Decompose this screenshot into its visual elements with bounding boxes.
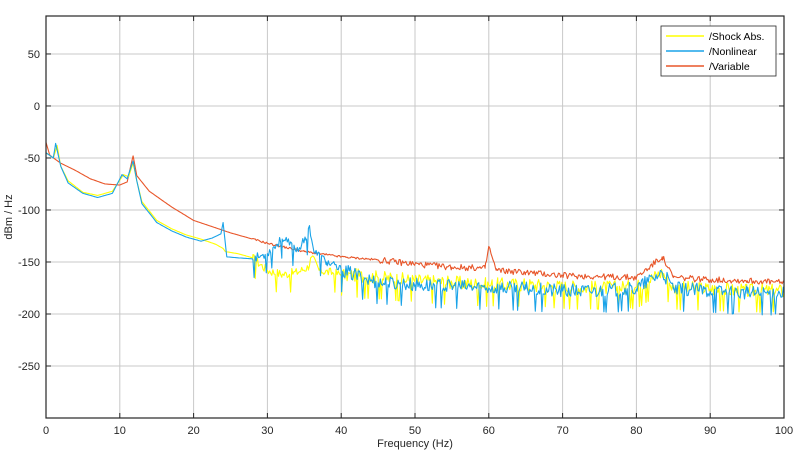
y-tick-label: -50 <box>24 153 40 165</box>
legend-item-nonlinear[interactable]: /Nonlinear <box>666 46 757 58</box>
y-tick-label: -100 <box>18 205 40 217</box>
legend[interactable]: /Shock Abs. /Nonlinear /Variable <box>660 25 777 77</box>
y-tick-label: -200 <box>18 309 40 321</box>
x-tick-label: 30 <box>261 425 273 437</box>
x-axis-label: Frequency (Hz) <box>377 438 453 450</box>
x-tick-labels: 0 10 20 30 40 50 60 70 80 90 100 <box>43 425 793 437</box>
x-tick-label: 80 <box>630 425 642 437</box>
x-tick-label: 70 <box>556 425 568 437</box>
y-tick-label: -150 <box>18 257 40 269</box>
y-axis-label: dBm / Hz <box>3 194 15 239</box>
series-line-nonlinear <box>45 142 785 316</box>
legend-item-variable[interactable]: /Variable <box>666 61 750 73</box>
legend-item-shock-abs[interactable]: /Shock Abs. <box>666 31 764 43</box>
series-line-variable <box>45 142 785 286</box>
x-tick-label: 90 <box>704 425 716 437</box>
x-tick-label: 60 <box>483 425 495 437</box>
axis-ticks <box>45 16 785 418</box>
y-tick-label: 0 <box>34 101 40 113</box>
legend-label-variable: /Variable <box>709 61 750 73</box>
x-tick-label: 50 <box>409 425 421 437</box>
y-tick-label: 50 <box>28 49 40 61</box>
x-tick-label: 20 <box>187 425 199 437</box>
plot-series <box>45 142 785 316</box>
legend-label-nonlinear: /Nonlinear <box>709 46 757 58</box>
x-tick-label: 0 <box>43 425 49 437</box>
y-tick-label: -250 <box>18 361 40 373</box>
x-tick-label: 10 <box>114 425 126 437</box>
legend-label-shock-abs: /Shock Abs. <box>709 31 764 43</box>
x-tick-label: 100 <box>775 425 793 437</box>
y-tick-labels: 50 0 -50 -100 -150 -200 -250 <box>18 49 40 373</box>
x-tick-label: 40 <box>335 425 347 437</box>
